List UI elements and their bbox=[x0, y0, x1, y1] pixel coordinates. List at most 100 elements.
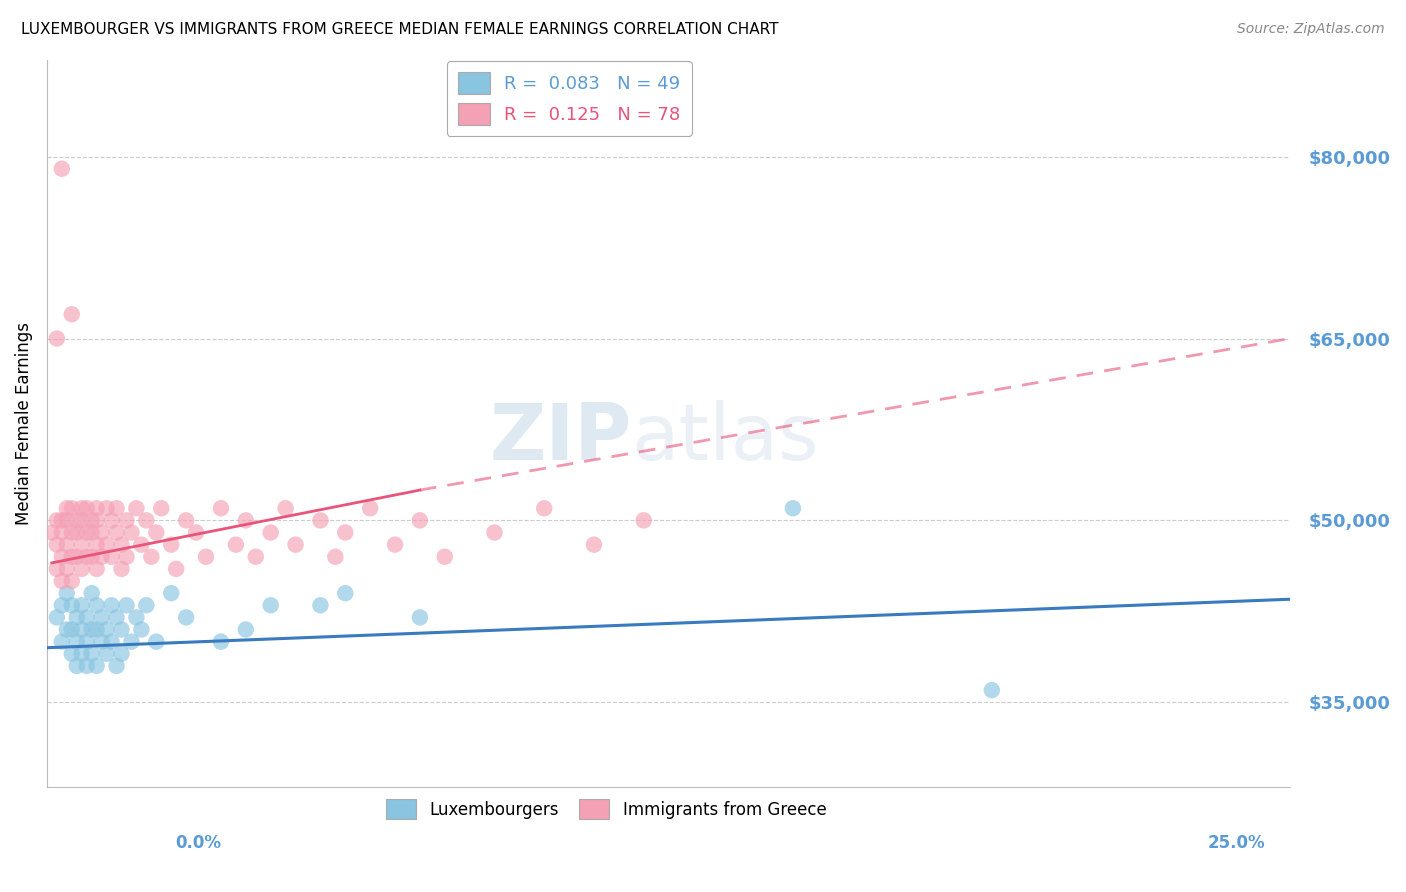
Point bbox=[145, 634, 167, 648]
Point bbox=[245, 549, 267, 564]
Point bbox=[115, 599, 138, 613]
Point bbox=[66, 525, 89, 540]
Point bbox=[309, 513, 332, 527]
Point bbox=[86, 538, 108, 552]
Point bbox=[120, 525, 142, 540]
Point bbox=[110, 623, 132, 637]
Point bbox=[96, 647, 118, 661]
Point bbox=[60, 549, 83, 564]
Point bbox=[335, 586, 357, 600]
Point bbox=[145, 525, 167, 540]
Point bbox=[165, 562, 187, 576]
Point bbox=[433, 549, 456, 564]
Point bbox=[160, 538, 183, 552]
Point bbox=[70, 599, 93, 613]
Point bbox=[274, 501, 297, 516]
Point bbox=[209, 501, 232, 516]
Point bbox=[45, 513, 67, 527]
Point bbox=[484, 525, 506, 540]
Point bbox=[51, 161, 73, 176]
Point bbox=[325, 549, 347, 564]
Point bbox=[260, 599, 283, 613]
Point bbox=[409, 513, 432, 527]
Point bbox=[141, 549, 163, 564]
Point bbox=[409, 610, 432, 624]
Point bbox=[60, 525, 83, 540]
Point bbox=[76, 549, 98, 564]
Point bbox=[76, 501, 98, 516]
Point bbox=[195, 549, 218, 564]
Point bbox=[105, 659, 128, 673]
Point bbox=[60, 599, 83, 613]
Point bbox=[309, 599, 332, 613]
Point bbox=[90, 610, 112, 624]
Point bbox=[100, 634, 122, 648]
Point bbox=[235, 513, 257, 527]
Point bbox=[80, 586, 103, 600]
Point bbox=[782, 501, 804, 516]
Point bbox=[105, 525, 128, 540]
Point bbox=[174, 513, 197, 527]
Point bbox=[359, 501, 381, 516]
Point bbox=[66, 549, 89, 564]
Text: 25.0%: 25.0% bbox=[1208, 834, 1265, 852]
Point bbox=[533, 501, 555, 516]
Point bbox=[70, 538, 93, 552]
Point bbox=[120, 634, 142, 648]
Point bbox=[135, 513, 157, 527]
Point bbox=[45, 331, 67, 345]
Point bbox=[86, 513, 108, 527]
Point bbox=[60, 647, 83, 661]
Point bbox=[76, 659, 98, 673]
Point bbox=[150, 501, 173, 516]
Point bbox=[86, 501, 108, 516]
Point bbox=[86, 562, 108, 576]
Point bbox=[55, 586, 77, 600]
Point bbox=[209, 634, 232, 648]
Point bbox=[125, 610, 148, 624]
Point bbox=[55, 562, 77, 576]
Point bbox=[70, 647, 93, 661]
Point bbox=[66, 634, 89, 648]
Point bbox=[235, 623, 257, 637]
Point bbox=[70, 562, 93, 576]
Point bbox=[51, 634, 73, 648]
Text: Source: ZipAtlas.com: Source: ZipAtlas.com bbox=[1237, 22, 1385, 37]
Point bbox=[76, 610, 98, 624]
Point bbox=[160, 586, 183, 600]
Point bbox=[135, 599, 157, 613]
Point bbox=[90, 549, 112, 564]
Point bbox=[96, 623, 118, 637]
Y-axis label: Median Female Earnings: Median Female Earnings bbox=[15, 322, 32, 524]
Point bbox=[66, 659, 89, 673]
Point bbox=[110, 647, 132, 661]
Point bbox=[131, 623, 153, 637]
Point bbox=[115, 513, 138, 527]
Point bbox=[70, 501, 93, 516]
Point bbox=[45, 538, 67, 552]
Point bbox=[284, 538, 307, 552]
Point bbox=[384, 538, 406, 552]
Text: ZIP: ZIP bbox=[489, 400, 631, 476]
Point bbox=[60, 574, 83, 588]
Point bbox=[110, 538, 132, 552]
Point bbox=[86, 623, 108, 637]
Point bbox=[51, 574, 73, 588]
Point bbox=[76, 634, 98, 648]
Point bbox=[105, 501, 128, 516]
Point bbox=[41, 525, 63, 540]
Point bbox=[86, 599, 108, 613]
Point bbox=[80, 647, 103, 661]
Point bbox=[980, 683, 1002, 698]
Point bbox=[80, 525, 103, 540]
Point bbox=[100, 549, 122, 564]
Point bbox=[70, 513, 93, 527]
Point bbox=[633, 513, 655, 527]
Point bbox=[115, 549, 138, 564]
Point bbox=[45, 610, 67, 624]
Point bbox=[55, 623, 77, 637]
Text: LUXEMBOURGER VS IMMIGRANTS FROM GREECE MEDIAN FEMALE EARNINGS CORRELATION CHART: LUXEMBOURGER VS IMMIGRANTS FROM GREECE M… bbox=[21, 22, 779, 37]
Point bbox=[60, 623, 83, 637]
Point bbox=[86, 659, 108, 673]
Point bbox=[51, 525, 73, 540]
